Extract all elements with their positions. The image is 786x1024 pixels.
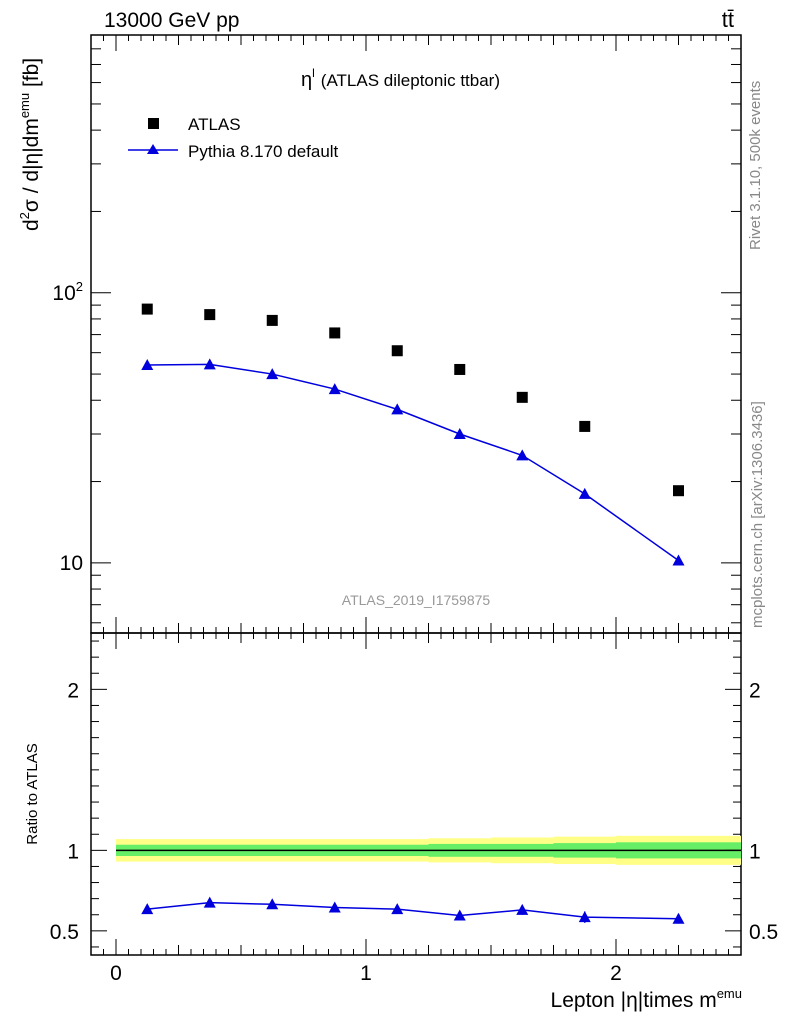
ratio-point [516,903,529,915]
ratio-panel-frame [90,632,742,956]
pythia-point [141,359,154,371]
legend-marker-pythia [147,144,159,154]
pythia-point [203,358,216,370]
atlas-point [141,303,153,315]
x-tick-label: 1 [360,962,372,985]
pythia-point [516,449,529,461]
axis-ticks [91,34,742,955]
uncertainty-band [116,835,741,865]
energy-label: 13000 GeV pp [104,9,239,32]
ratio-point [141,903,154,915]
x-axis-label: Lepton |η|times memu [551,986,742,1012]
atlas-point [329,327,341,339]
atlas-point [266,314,278,326]
y-tick-label-ratio: 0.5 [50,921,79,944]
pythia-point [328,383,341,395]
ratio-point [453,909,466,921]
atlas-point [204,309,216,321]
x-tick-label: 2 [610,962,622,985]
y-tick-label-ratio: 1 [67,840,79,863]
ratio-line [147,901,679,920]
y-tick-label-ratio-right: 2 [749,679,761,702]
atlas-point [673,485,684,497]
pythia-point [391,403,404,415]
y-tick-label-ratio: 2 [67,679,79,702]
legend-marker-atlas [148,118,159,129]
ratio-y-axis-label: Ratio to ATLAS [24,743,41,844]
atlas-point [579,420,591,432]
analysis-id: ATLAS_2019_I1759875 [342,592,491,608]
y-tick-label-ratio-right: 1 [749,840,761,863]
legend-label-atlas: ATLAS [188,115,241,134]
y-tick-label-main: 10 [60,552,83,575]
plot-title-sup: l [312,66,315,80]
plot-title-symbol: η [301,69,312,91]
atlas-point [454,363,466,375]
pythia-point [453,427,466,439]
mcplots-label: mcplots.cern.ch [arXiv:1306.3436] [749,401,766,628]
ratio-point [578,911,591,923]
atlas-point [516,391,528,403]
atlas-point [391,345,403,357]
plot-title-text: (ATLAS dileptonic ttbar) [321,71,500,90]
pythia-line [147,363,679,562]
y-tick-label-ratio-right: 0.5 [749,921,778,944]
y-tick-label-main: 102 [52,279,83,305]
plot-title: ηl (ATLAS dileptonic ttbar) [301,66,500,91]
main-y-axis-label: d2σ / d|η|dmemu [fb] [17,58,43,231]
chart-marks [141,303,685,924]
pythia-point [672,554,685,566]
ratio-point [672,912,685,924]
pythia-point [578,487,591,499]
tick-labels: 10 102 0.5 0.5 1 1 2 2 0 1 2 [50,279,778,985]
ratio-point [266,898,279,910]
ratio-point [391,903,404,915]
legend-label-pythia: Pythia 8.170 default [188,142,339,161]
ratio-point [203,896,216,908]
process-label: tt̄ [722,7,734,32]
pythia-point [266,368,279,380]
rivet-label: Rivet 3.1.10, 500k events [747,81,764,250]
x-tick-label: 0 [110,962,122,985]
ratio-point [328,901,341,913]
